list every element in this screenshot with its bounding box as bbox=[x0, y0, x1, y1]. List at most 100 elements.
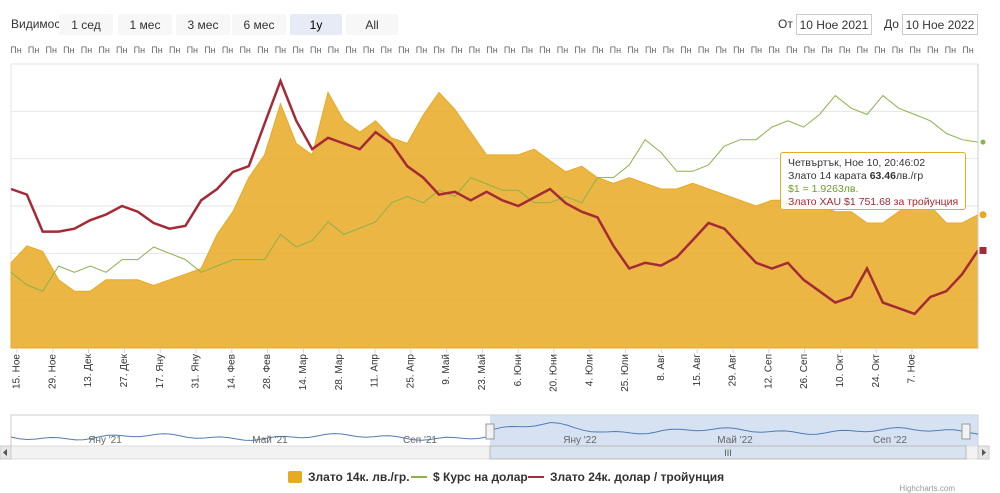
x-tick-label: 20. Юни bbox=[549, 354, 560, 392]
top-axis: Пн Пн Пн Пн Пн Пн Пн Пн Пн Пн Пн Пн Пн Пн Пн Пн Пн Пн Пн Пн… bbox=[10, 45, 973, 55]
series-line-xau bbox=[10, 77, 980, 316]
credits[interactable]: Highcharts.com bbox=[899, 484, 955, 493]
top-axis-label: Пн bbox=[10, 45, 21, 55]
navigator-label: Сеп '22 bbox=[873, 435, 907, 446]
top-axis-label: Пн bbox=[663, 45, 674, 55]
top-axis-label: Пн bbox=[257, 45, 268, 55]
tooltip-xau: Злато XAU $1 751.68 за тройунция bbox=[788, 196, 959, 208]
legend-item-gold14[interactable]: Злато 14к. лв./гр. bbox=[288, 470, 410, 484]
legend: Злато 14к. лв./гр. $ Курс на долар Злато… bbox=[0, 470, 1000, 488]
top-axis-label: Пн bbox=[451, 45, 462, 55]
top-axis-label: Пн bbox=[363, 45, 374, 55]
top-axis-label: Пн bbox=[504, 45, 515, 55]
legend-item-xau[interactable]: Злато 24к. долар / тройунция bbox=[528, 470, 724, 484]
tooltip-gold14-prefix: Злато 14 карата bbox=[788, 170, 870, 182]
legend-item-usd[interactable]: $ Курс на долар bbox=[411, 470, 528, 484]
tooltip-gold14-unit: лв./гр bbox=[895, 170, 924, 182]
from-date-input[interactable]: 10 Ное 2021 bbox=[796, 14, 872, 35]
top-axis-label: Пн bbox=[557, 45, 568, 55]
x-tick-label: 14. Фев bbox=[226, 354, 237, 389]
series-area-gold14 bbox=[10, 91, 979, 349]
x-tick-label: 29. Ное bbox=[47, 354, 58, 389]
x-tick-label: 15. Ное bbox=[12, 354, 23, 389]
top-axis-label: Пн bbox=[610, 45, 621, 55]
navigator-handle-left[interactable] bbox=[485, 423, 495, 440]
top-axis-label: Пн bbox=[98, 45, 109, 55]
top-axis-label: Пн bbox=[733, 45, 744, 55]
top-axis-label: Пн bbox=[204, 45, 215, 55]
top-axis-label: Пн bbox=[698, 45, 709, 55]
top-axis-label: Пн bbox=[715, 45, 726, 55]
top-axis-label: Пн bbox=[627, 45, 638, 55]
range-toolbar: Видимост 1 сед 1 мес 3 мес 6 мес 1y All … bbox=[0, 0, 1000, 40]
hover-tooltip: Четвъртък, Ное 10, 20:46:02 Злато 14 кар… bbox=[780, 152, 966, 210]
legend-line-swatch bbox=[411, 476, 427, 478]
point-marker-gold14 bbox=[978, 210, 988, 220]
top-axis-label: Пн bbox=[310, 45, 321, 55]
top-axis-label: Пн bbox=[768, 45, 779, 55]
top-axis-label: Пн bbox=[839, 45, 850, 55]
x-tick-label: 25. Апр bbox=[405, 354, 416, 389]
top-axis-label: Пн bbox=[856, 45, 867, 55]
x-tick-label: 4. Юли bbox=[584, 354, 595, 386]
legend-label-xau: Злато 24к. долар / тройунция bbox=[550, 470, 725, 484]
point-marker-xau bbox=[978, 245, 988, 255]
tooltip-gold14: Злато 14 карата 63.46лв./гр bbox=[788, 170, 958, 183]
x-tick-label: 10. Окт bbox=[835, 354, 846, 388]
navigator-handle-right[interactable] bbox=[961, 423, 971, 440]
x-tick-label: 27. Дек bbox=[119, 353, 130, 387]
scrollbar-thumb[interactable] bbox=[489, 445, 967, 460]
range-button-all[interactable]: All bbox=[346, 14, 398, 35]
top-axis-label: Пн bbox=[909, 45, 920, 55]
range-button-3m[interactable]: 3 мес bbox=[176, 14, 230, 35]
visibility-label: Видимост bbox=[11, 17, 66, 31]
top-axis-label: Пн bbox=[292, 45, 303, 55]
scrollbar-grip-icon: III bbox=[724, 448, 732, 458]
range-button-1y[interactable]: 1y bbox=[290, 14, 342, 35]
x-tick-label: 11. Апр bbox=[370, 354, 381, 388]
top-axis-label: Пн bbox=[46, 45, 57, 55]
range-button-6m[interactable]: 6 мес bbox=[232, 14, 286, 35]
navigator-label: Яну '21 bbox=[88, 435, 122, 446]
top-axis-label: Пн bbox=[786, 45, 797, 55]
range-button-1m[interactable]: 1 мес bbox=[118, 14, 172, 35]
to-date-input[interactable]: 10 Ное 2022 bbox=[902, 14, 978, 35]
tooltip-header: Четвъртък, Ное 10, 20:46:02 bbox=[788, 157, 926, 169]
range-button-1w[interactable]: 1 сед bbox=[59, 14, 113, 35]
legend-area-swatch bbox=[288, 471, 302, 483]
top-axis-label: Пн bbox=[680, 45, 691, 55]
top-axis-label: Пн bbox=[239, 45, 250, 55]
x-tick-label: 7. Ное bbox=[907, 354, 918, 384]
top-axis-label: Пн bbox=[169, 45, 180, 55]
top-axis-label: Пн bbox=[433, 45, 444, 55]
x-tick-label: 28. Фев bbox=[262, 354, 273, 389]
top-axis-label: Пн bbox=[592, 45, 603, 55]
arrow-left-icon bbox=[3, 449, 7, 456]
arrow-right-icon bbox=[982, 449, 986, 456]
x-tick-label: 15. Авг bbox=[692, 354, 703, 387]
x-axis: 15. Ное 29. Ное 13. Дек 27. Дек 17. Яну 31. Я… bbox=[12, 348, 918, 392]
navigator-label: Сеп '21 bbox=[403, 435, 437, 446]
top-axis-label: Пн bbox=[328, 45, 339, 55]
x-tick-label: 17. Яну bbox=[155, 354, 166, 388]
top-axis-label: Пн bbox=[874, 45, 885, 55]
top-axis-label: Пн bbox=[416, 45, 427, 55]
gold-price-chart[interactable]: Пн Пн Пн Пн Пн Пн Пн Пн Пн Пн Пн Пн Пн Пн Пн Пн Пн Пн Пн Пн… bbox=[0, 0, 1000, 470]
top-axis-label: Пн bbox=[380, 45, 391, 55]
top-axis-label: Пн bbox=[522, 45, 533, 55]
top-axis-label: Пн bbox=[892, 45, 903, 55]
x-tick-label: 25. Юли bbox=[620, 354, 631, 392]
top-axis-label: Пн bbox=[398, 45, 409, 55]
top-axis-label: Пн bbox=[345, 45, 356, 55]
tooltip-gold14-value: 63.46 bbox=[869, 170, 896, 182]
point-marker-usd bbox=[979, 138, 987, 146]
top-axis-label: Пн bbox=[751, 45, 762, 55]
plot-area bbox=[10, 64, 988, 349]
x-tick-label: 26. Сеп bbox=[799, 354, 810, 389]
from-label: От bbox=[778, 17, 793, 31]
x-tick-label: 24. Окт bbox=[871, 354, 882, 388]
top-axis-label: Пн bbox=[574, 45, 585, 55]
top-axis-label: Пн bbox=[81, 45, 92, 55]
x-tick-label: 28. Мар bbox=[334, 354, 345, 391]
x-tick-label: 29. Авг bbox=[728, 354, 739, 387]
